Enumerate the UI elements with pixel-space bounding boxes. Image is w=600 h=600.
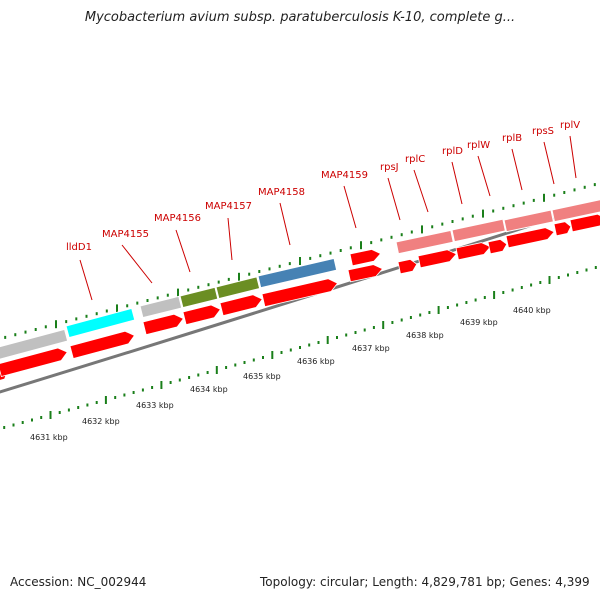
gene-label[interactable]: rplD (442, 146, 463, 157)
gene-block-steelblue[interactable] (257, 257, 338, 289)
gene-arrow[interactable] (455, 241, 492, 261)
gene-label[interactable]: MAP4156 (154, 213, 201, 224)
gene-label-leader (451, 161, 463, 205)
gene-label[interactable]: rplB (502, 133, 522, 144)
gene-arrow[interactable] (347, 263, 384, 283)
scale-label: 4633 kbp (136, 401, 174, 410)
gene-label[interactable]: MAP4159 (321, 170, 368, 181)
gene-label-leader (227, 217, 233, 261)
gene-arrow[interactable] (569, 213, 600, 233)
scale-label: 4638 kbp (406, 331, 444, 340)
gene-label[interactable]: rplV (560, 120, 580, 131)
gene-label[interactable]: MAP4155 (102, 229, 149, 240)
gene-arrow[interactable] (0, 346, 69, 378)
gene-block-olive[interactable] (179, 286, 219, 309)
gene-label-leader (175, 229, 191, 273)
scale-label: 4636 kbp (297, 357, 335, 366)
gene-label-leader (121, 244, 153, 284)
gene-label-layer: lldD1 MAP4155 MAP4156 MAP4157 MAP4158 MAP4159… (66, 120, 580, 301)
scale-label: 4632 kbp (82, 417, 120, 426)
gene-arrow[interactable] (142, 312, 185, 336)
gene-block-grey[interactable] (139, 295, 183, 319)
gene-arrow[interactable] (397, 258, 418, 275)
gene-label-leader (343, 185, 357, 229)
gene-label-leader (279, 202, 291, 246)
scale-label: 4635 kbp (243, 372, 281, 381)
gene-layer (0, 198, 600, 383)
gene-label-leader (569, 135, 577, 179)
scale-label: 4640 kbp (513, 306, 551, 315)
lower-tick-track (3, 266, 597, 429)
gene-arrow[interactable] (349, 248, 382, 267)
scale-label: 4631 kbp (30, 433, 68, 442)
gene-label[interactable]: MAP4157 (205, 201, 252, 212)
gene-arrow[interactable] (219, 293, 264, 317)
gene-block-pink[interactable] (395, 229, 454, 255)
gene-block-pink[interactable] (503, 209, 555, 233)
gene-label[interactable]: rplW (467, 140, 490, 151)
gene-label[interactable]: rpsS (532, 126, 554, 137)
accession-text: Accession: NC_002944 (10, 575, 147, 589)
gene-arrow[interactable] (487, 238, 508, 255)
gene-arrow[interactable] (69, 329, 136, 360)
gene-arrow[interactable] (553, 221, 572, 237)
gene-label-leader (477, 155, 491, 197)
gene-label[interactable]: rpsJ (380, 162, 399, 173)
gene-block-olive[interactable] (215, 276, 261, 300)
gene-label[interactable]: lldD1 (66, 242, 92, 253)
gene-label-leader (511, 148, 523, 191)
gene-arrow[interactable] (261, 277, 339, 308)
map-title: Mycobacterium avium subsp. paratuberculo… (84, 10, 516, 25)
genome-summary-text: Topology: circular; Length: 4,829,781 bp… (260, 575, 590, 589)
upper-tick-track (4, 183, 596, 339)
gene-label-leader (79, 259, 93, 301)
gene-block-grey[interactable] (0, 328, 69, 361)
gene-label-leader (413, 169, 429, 213)
gene-label-leader (387, 177, 401, 221)
gene-block-pink[interactable] (551, 198, 600, 223)
gene-label[interactable]: MAP4158 (258, 187, 305, 198)
gene-block-cyan[interactable] (65, 307, 136, 339)
gene-arrow[interactable] (505, 226, 555, 249)
scale-label-layer: 4631 kbp 4632 kbp 4633 kbp 4634 kbp 4635 kbp… (30, 306, 551, 442)
gene-arrow[interactable] (417, 248, 458, 269)
scale-label: 4637 kbp (352, 344, 390, 353)
gene-label[interactable]: rplC (405, 154, 425, 165)
tick-layer (3, 183, 597, 429)
scale-label: 4639 kbp (460, 318, 498, 327)
scale-label: 4634 kbp (190, 385, 228, 394)
gene-arrow[interactable] (182, 303, 222, 326)
gene-label-leader (543, 141, 555, 185)
gene-block-pink[interactable] (451, 218, 506, 243)
